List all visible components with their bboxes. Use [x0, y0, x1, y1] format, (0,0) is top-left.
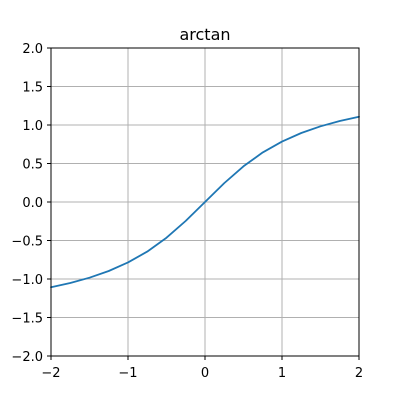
chart-title: arctan [179, 25, 230, 44]
y-tick-label: −0.5 [11, 235, 43, 250]
y-tick-label: 0.0 [22, 196, 43, 211]
arctan-line [50, 115, 360, 289]
plot-series [50, 115, 360, 289]
y-tick-label: −1.5 [11, 312, 43, 327]
y-tick-label: 1.0 [22, 119, 43, 134]
x-tick-label: −1 [118, 366, 137, 381]
y-tick-label: 0.5 [22, 158, 43, 173]
y-tick-label: 2.0 [22, 42, 43, 57]
axis-ticks [47, 47, 360, 360]
y-tick-label: −2.0 [11, 350, 43, 365]
y-tick-label: −1.0 [11, 273, 43, 288]
y-tick-label: 1.5 [22, 81, 43, 96]
x-tick-label: −2 [41, 366, 60, 381]
x-tick-label: 2 [355, 366, 363, 381]
x-tick-label: 1 [278, 366, 286, 381]
x-tick-label: 0 [201, 366, 209, 381]
axis-tick-labels: −2 −1 0 1 2 −2.0 −1.5 −1.0 −0.5 0.0 0.5 1.0 1.5 2.0 [11, 42, 363, 381]
